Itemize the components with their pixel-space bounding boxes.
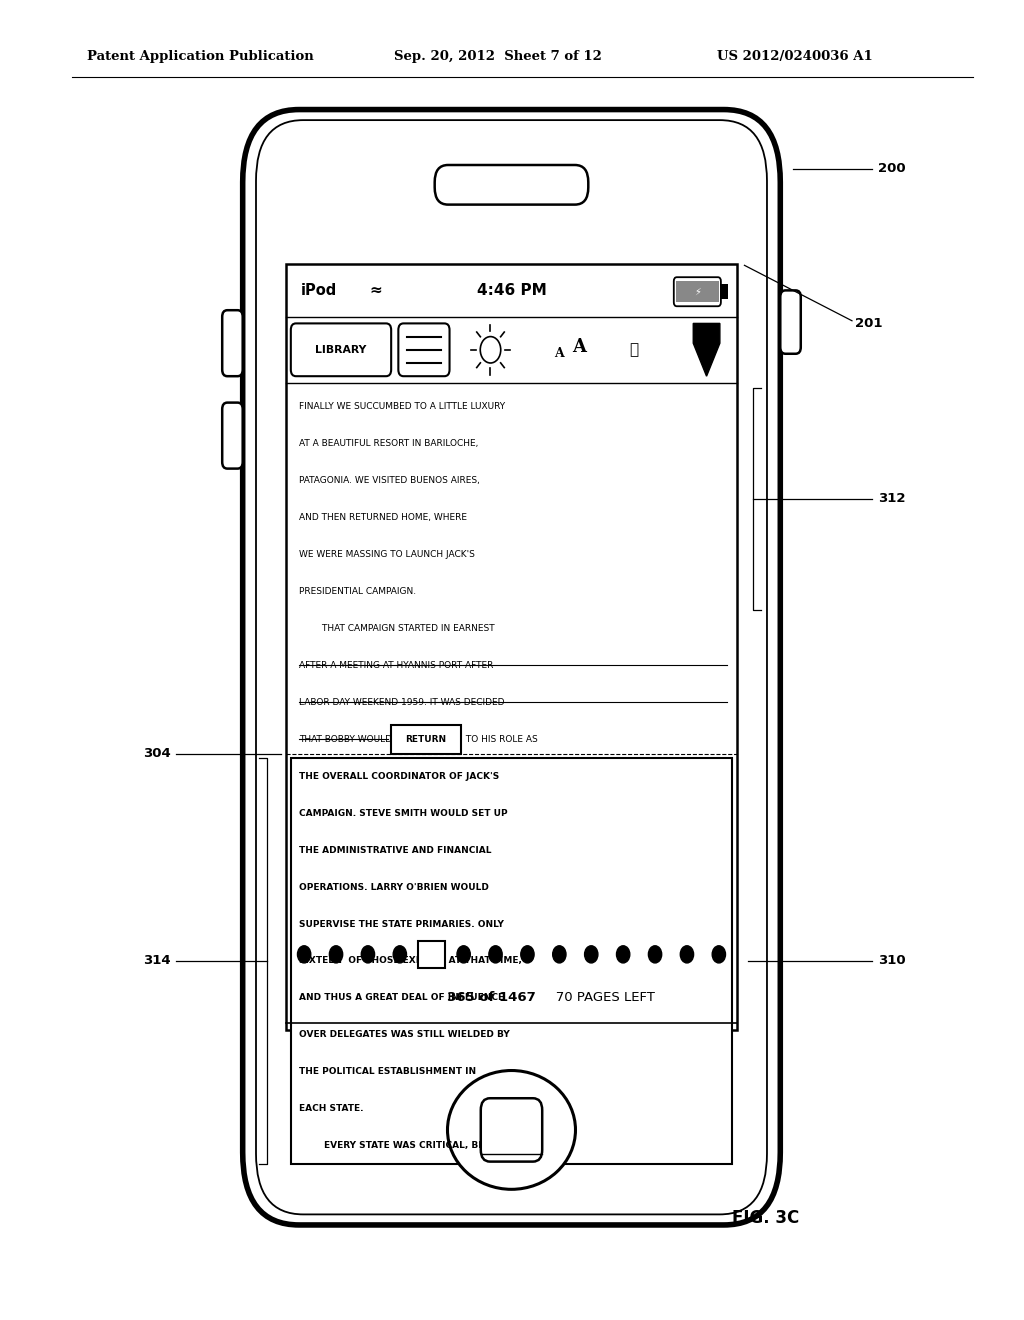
Circle shape	[521, 945, 535, 964]
Text: EVERY STATE WAS CRITICAL, BECAUSE: EVERY STATE WAS CRITICAL, BECAUSE	[299, 1142, 518, 1150]
FancyBboxPatch shape	[222, 310, 243, 376]
Text: EACH STATE.: EACH STATE.	[299, 1105, 364, 1113]
Text: US 2012/0240036 A1: US 2012/0240036 A1	[717, 50, 872, 63]
FancyBboxPatch shape	[434, 165, 588, 205]
Circle shape	[488, 945, 502, 964]
Text: A: A	[554, 347, 564, 360]
Ellipse shape	[447, 1071, 575, 1189]
Circle shape	[297, 945, 311, 964]
FancyBboxPatch shape	[780, 290, 801, 354]
FancyBboxPatch shape	[243, 110, 780, 1225]
Circle shape	[648, 945, 662, 964]
Circle shape	[713, 945, 725, 964]
Text: 365 of 1467: 365 of 1467	[446, 991, 536, 1005]
Text: Patent Application Publication: Patent Application Publication	[87, 50, 313, 63]
Text: 312: 312	[878, 492, 905, 506]
Bar	[676, 281, 719, 302]
Circle shape	[330, 945, 343, 964]
Bar	[721, 285, 728, 300]
Text: THE ADMINISTRATIVE AND FINANCIAL: THE ADMINISTRATIVE AND FINANCIAL	[299, 846, 492, 854]
Text: Sep. 20, 2012  Sheet 7 of 12: Sep. 20, 2012 Sheet 7 of 12	[394, 50, 602, 63]
Text: AND THEN RETURNED HOME, WHERE: AND THEN RETURNED HOME, WHERE	[299, 513, 467, 521]
Text: 314: 314	[143, 954, 171, 968]
Text: FINALLY WE SUCCUMBED TO A LITTLE LUXURY: FINALLY WE SUCCUMBED TO A LITTLE LUXURY	[299, 403, 505, 411]
Bar	[291, 758, 732, 1164]
Text: A: A	[572, 338, 587, 356]
Circle shape	[585, 945, 598, 964]
FancyBboxPatch shape	[481, 1098, 543, 1162]
Text: THE POLITICAL ESTABLISHMENT IN: THE POLITICAL ESTABLISHMENT IN	[299, 1068, 476, 1076]
Text: WE WERE MASSING TO LAUNCH JACK'S: WE WERE MASSING TO LAUNCH JACK'S	[299, 550, 475, 558]
Polygon shape	[693, 323, 720, 376]
Circle shape	[680, 945, 693, 964]
Text: OVER DELEGATES WAS STILL WIELDED BY: OVER DELEGATES WAS STILL WIELDED BY	[299, 1031, 510, 1039]
Circle shape	[480, 337, 501, 363]
Text: LABOR DAY WEEKEND 1959. IT WAS DECIDED: LABOR DAY WEEKEND 1959. IT WAS DECIDED	[299, 698, 505, 706]
Text: 310: 310	[878, 954, 905, 968]
Circle shape	[553, 945, 566, 964]
Bar	[286, 264, 737, 1030]
FancyBboxPatch shape	[256, 120, 767, 1214]
Text: SIXTEEN  OF THOSE EXISTED AT THAT TIME,: SIXTEEN OF THOSE EXISTED AT THAT TIME,	[299, 957, 522, 965]
Text: THAT CAMPAIGN STARTED IN EARNEST: THAT CAMPAIGN STARTED IN EARNEST	[299, 624, 495, 632]
Text: AFTER A MEETING AT HYANNIS PORT AFTER: AFTER A MEETING AT HYANNIS PORT AFTER	[299, 661, 494, 669]
Circle shape	[393, 945, 407, 964]
Text: ⚡: ⚡	[694, 286, 700, 297]
Text: 70 PAGES LEFT: 70 PAGES LEFT	[543, 991, 654, 1005]
Text: iPod: iPod	[301, 282, 337, 298]
FancyBboxPatch shape	[222, 403, 243, 469]
Text: OPERATIONS. LARRY O'BRIEN WOULD: OPERATIONS. LARRY O'BRIEN WOULD	[299, 883, 488, 891]
Text: PATAGONIA. WE VISITED BUENOS AIRES,: PATAGONIA. WE VISITED BUENOS AIRES,	[299, 477, 480, 484]
Text: RETURN: RETURN	[406, 735, 446, 743]
Text: ≈: ≈	[370, 282, 382, 298]
Text: 200: 200	[878, 162, 905, 176]
Text: CAMPAIGN. STEVE SMITH WOULD SET UP: CAMPAIGN. STEVE SMITH WOULD SET UP	[299, 809, 508, 817]
Text: PRESIDENTIAL CAMPAIGN.: PRESIDENTIAL CAMPAIGN.	[299, 587, 416, 595]
Circle shape	[457, 945, 470, 964]
Text: FIG. 3C: FIG. 3C	[732, 1209, 800, 1228]
Text: SUPERVISE THE STATE PRIMARIES. ONLY: SUPERVISE THE STATE PRIMARIES. ONLY	[299, 920, 504, 928]
Text: LIBRARY: LIBRARY	[315, 345, 367, 355]
Text: 4:46 PM: 4:46 PM	[476, 282, 547, 298]
FancyBboxPatch shape	[291, 323, 391, 376]
Circle shape	[361, 945, 375, 964]
Bar	[419, 941, 445, 968]
Text: 🔍: 🔍	[630, 342, 638, 358]
Text: 201: 201	[855, 317, 883, 330]
Bar	[391, 725, 461, 754]
Text: 304: 304	[143, 747, 171, 760]
Text: AND THUS A GREAT DEAL OF INFLUENCE: AND THUS A GREAT DEAL OF INFLUENCE	[299, 994, 504, 1002]
Text: THAT BOBBY WOULD: THAT BOBBY WOULD	[299, 735, 397, 743]
Text: TO HIS ROLE AS: TO HIS ROLE AS	[463, 735, 538, 743]
FancyBboxPatch shape	[674, 277, 721, 306]
Text: THE OVERALL COORDINATOR OF JACK'S: THE OVERALL COORDINATOR OF JACK'S	[299, 772, 500, 780]
Text: AT A BEAUTIFUL RESORT IN BARILOCHE,: AT A BEAUTIFUL RESORT IN BARILOCHE,	[299, 440, 478, 447]
FancyBboxPatch shape	[398, 323, 450, 376]
Circle shape	[616, 945, 630, 964]
